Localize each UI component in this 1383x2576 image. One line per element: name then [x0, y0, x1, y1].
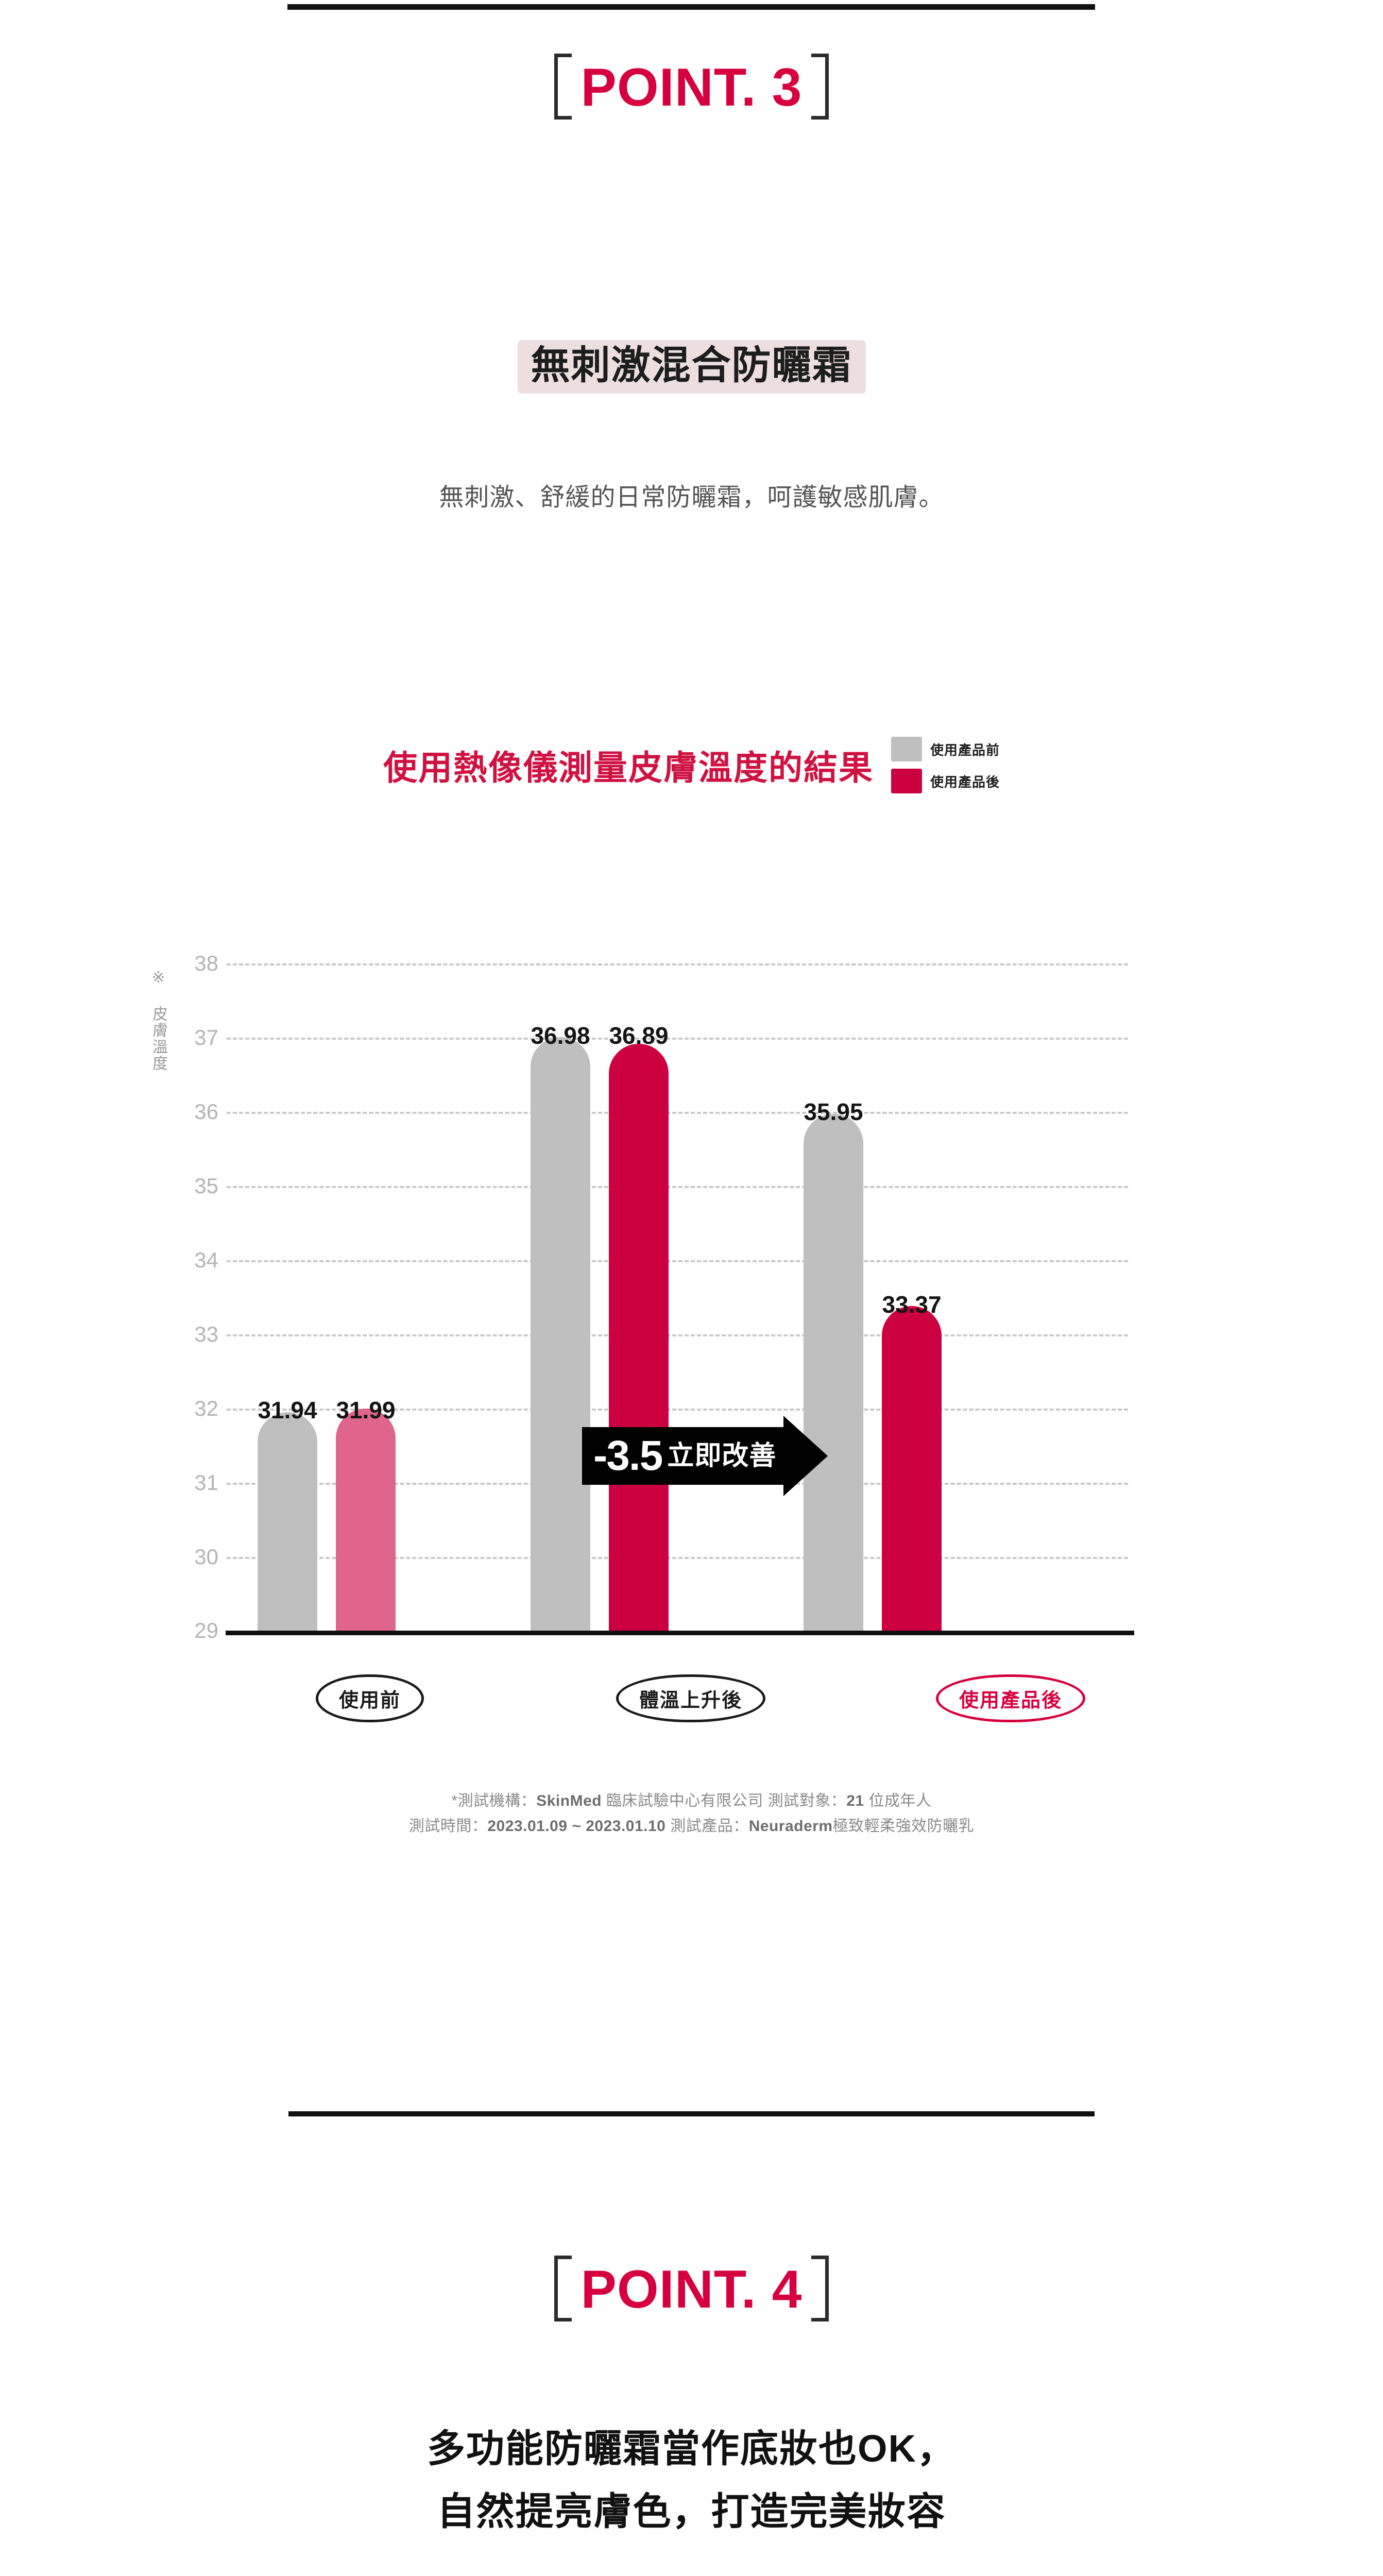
y-axis-title: ※ 皮膚溫度: [150, 969, 167, 1072]
divider-top: [287, 4, 1095, 10]
bar-after-g3: [882, 1306, 942, 1631]
gridline-36: [227, 1112, 1128, 1114]
legend-label-before: 使用產品前: [930, 742, 1000, 758]
bar-before-g1: [258, 1412, 317, 1631]
bar-after-g1: [336, 1409, 396, 1631]
legend-swatch-gray: [891, 737, 922, 761]
gridline-37: [227, 1038, 1128, 1040]
bar-label-36-98: 36.98: [531, 1022, 590, 1049]
bar-label-31-94: 31.94: [258, 1397, 317, 1423]
footnote-l1-suffix: 位成年人: [864, 1792, 932, 1809]
gridline-32: [227, 1409, 1128, 1411]
bracket-left-icon: [554, 54, 572, 120]
bar-label-35-95: 35.95: [804, 1098, 863, 1125]
footnote-l1-org: SkinMed: [536, 1792, 602, 1809]
bracket-left-icon: [554, 2256, 572, 2321]
bar-label-31-99: 31.99: [336, 1397, 396, 1423]
chart-footnote: *測試機構：SkinMed 臨床試驗中心有限公司 測試對象：21 位成年人 測試…: [0, 1789, 1383, 1839]
callout-value: -3.5: [593, 1432, 663, 1479]
gridline-38: [227, 963, 1128, 965]
bar-before-g2: [531, 1037, 590, 1631]
point4-badge-label: POINT. 4: [580, 2260, 803, 2319]
chart-plot-area: 31.94 31.99 36.98 36.89 35.95 33.37 -3.5…: [227, 961, 1128, 1631]
gridline-34: [227, 1260, 1128, 1262]
footnote-l2-mid: 測試產品：: [665, 1817, 749, 1835]
ytick-38: 38: [194, 951, 218, 975]
legend-swatch-crimson: [891, 769, 922, 793]
point4-headline-line1: 多功能防曬霜當作底妝也OK，: [427, 2427, 956, 2470]
point3-headline: 無刺激混合防曬霜: [0, 340, 1383, 394]
ytick-30: 30: [194, 1545, 218, 1569]
bracket-right-icon: [811, 54, 829, 120]
legend-item-after: 使用產品後: [891, 769, 1000, 793]
ytick-34: 34: [194, 1248, 218, 1272]
arrow-right-icon: [783, 1416, 828, 1496]
footnote-line-1: *測試機構：SkinMed 臨床試驗中心有限公司 測試對象：21 位成年人: [0, 1789, 1383, 1814]
bar-after-g2: [609, 1044, 669, 1631]
footnote-l1-count: 21: [846, 1792, 864, 1809]
point3-headline-text: 無刺激混合防曬霜: [517, 340, 866, 394]
callout-text: 立即改善: [667, 1441, 777, 1471]
point4-badge: POINT. 4: [0, 2256, 1383, 2321]
bar-before-g3: [804, 1114, 863, 1631]
xlabel-after-heat: 體溫上升後: [616, 1674, 766, 1722]
gridline-35: [227, 1186, 1128, 1188]
footnote-line-2: 測試時間：2023.01.09 ~ 2023.01.10 測試產品：Neurad…: [0, 1814, 1383, 1839]
chart-header: 使用熱像儀測量皮膚溫度的結果 使用產品前 使用產品後: [0, 737, 1383, 793]
skin-temperature-bar-chart: ※ 皮膚溫度 38 37 36 35 34 33 32 31 30 29 31.…: [129, 951, 1159, 1659]
footnote-l1-prefix: *測試機構：: [451, 1792, 537, 1809]
legend-item-before: 使用產品前: [891, 737, 1000, 761]
x-axis-line: [226, 1631, 1134, 1635]
footnote-l1-mid: 臨床試驗中心有限公司 測試對象：: [602, 1792, 847, 1809]
gridline-30: [227, 1557, 1128, 1559]
chart-legend: 使用產品前 使用產品後: [891, 737, 1000, 793]
bar-label-36-89: 36.89: [609, 1022, 669, 1049]
legend-label-after: 使用產品後: [930, 774, 1000, 790]
chart-title: 使用熱像儀測量皮膚溫度的結果: [383, 749, 874, 787]
gridline-33: [227, 1334, 1128, 1336]
xlabel-before: 使用前: [315, 1674, 424, 1722]
footnote-l2-product: Neuraderm: [748, 1817, 833, 1835]
point4-headline-line2: 自然提亮膚色，打造完美妝容: [437, 2490, 946, 2533]
ytick-29: 29: [194, 1618, 218, 1642]
ytick-37: 37: [194, 1025, 218, 1049]
ytick-36: 36: [194, 1099, 218, 1124]
ytick-32: 32: [194, 1396, 218, 1420]
ytick-33: 33: [194, 1322, 218, 1346]
footnote-l2-prefix: 測試時間：: [408, 1817, 488, 1835]
point3-badge: POINT. 3: [0, 54, 1383, 120]
improvement-callout: -3.5 立即改善: [582, 1416, 828, 1496]
footnote-l2-suffix: 極致輕柔強效防曬乳: [832, 1817, 975, 1835]
divider-middle: [288, 2111, 1095, 2116]
ytick-31: 31: [194, 1470, 218, 1495]
xlabel-after-use: 使用產品後: [935, 1674, 1086, 1722]
point3-badge-label: POINT. 3: [580, 58, 803, 117]
bar-label-33-37: 33.37: [882, 1291, 942, 1318]
ytick-35: 35: [194, 1174, 218, 1198]
bracket-right-icon: [811, 2256, 829, 2321]
footnote-l2-date: 2023.01.09 ~ 2023.01.10: [487, 1817, 666, 1835]
point3-subline: 無刺激、舒緩的日常防曬霜，呵護敏感肌膚。: [439, 484, 944, 511]
